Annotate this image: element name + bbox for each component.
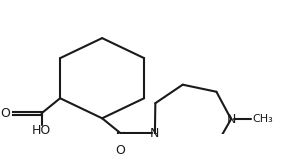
Text: HO: HO xyxy=(32,124,51,137)
Text: O: O xyxy=(116,144,126,156)
Text: N: N xyxy=(150,127,160,140)
Text: O: O xyxy=(0,107,10,120)
Text: N: N xyxy=(226,113,236,126)
Text: CH₃: CH₃ xyxy=(253,114,273,124)
